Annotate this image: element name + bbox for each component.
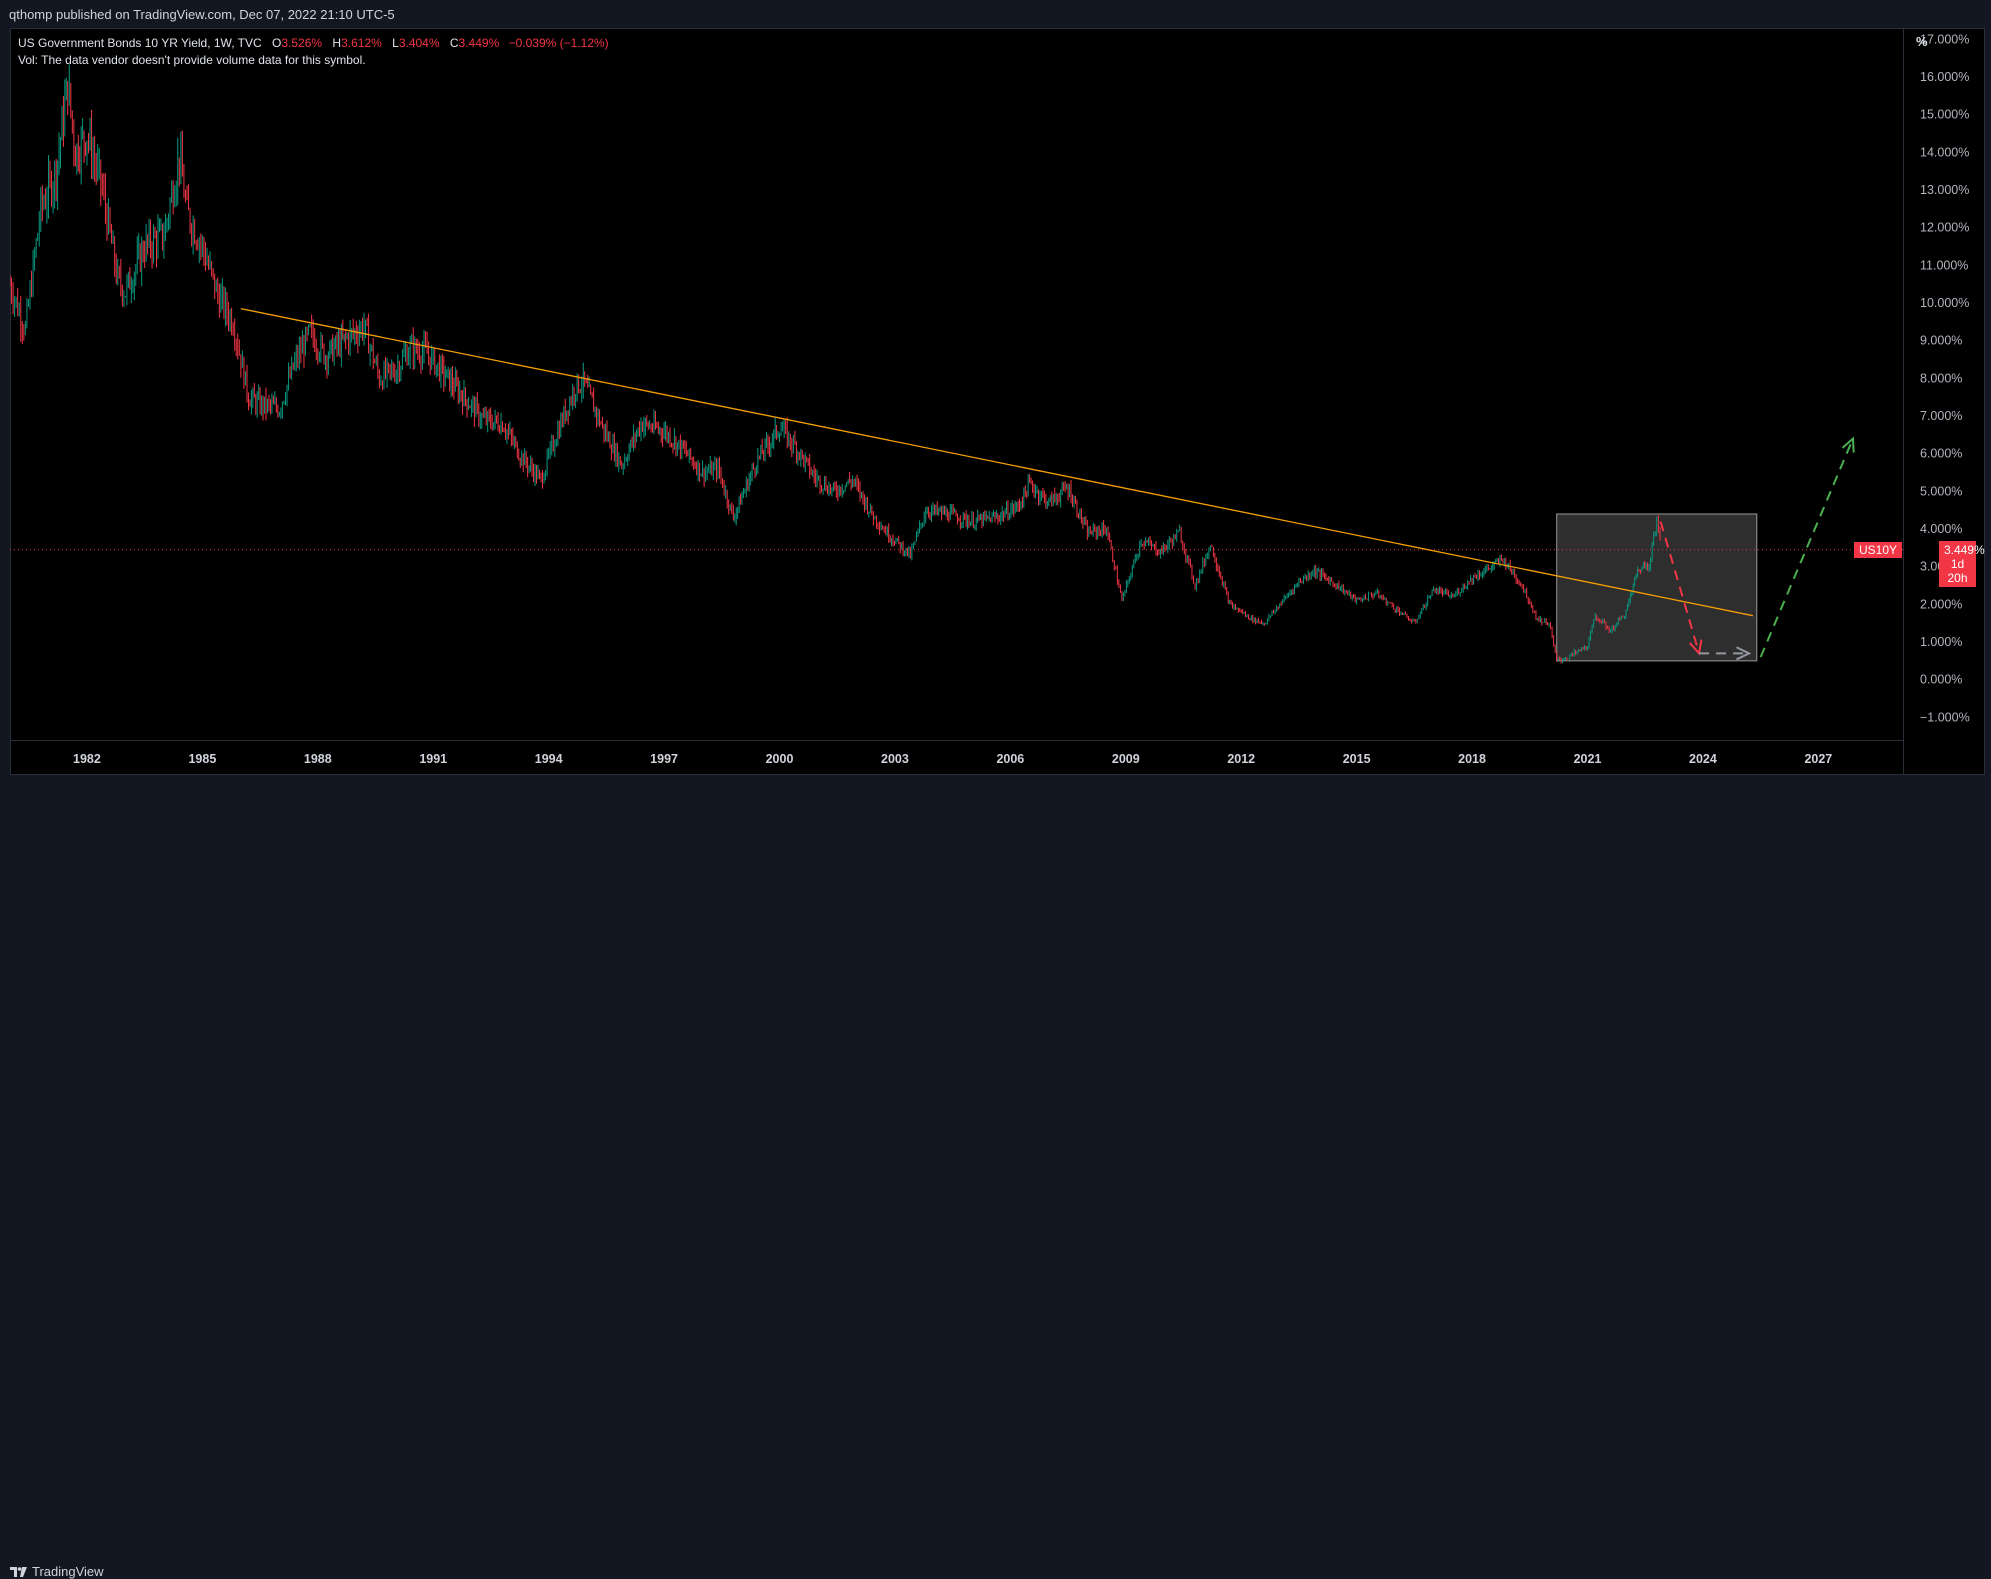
tradingview-logo[interactable]: TradingView <box>10 1564 104 1579</box>
y-tick-label: 7.000% <box>1920 409 1962 423</box>
x-tick-label: 1991 <box>419 752 447 766</box>
x-tick-label: 1985 <box>188 752 216 766</box>
publish-info: qthomp published on TradingView.com, Dec… <box>9 7 395 22</box>
legend-close-value: 3.449% <box>458 36 500 50</box>
x-tick-label: 2003 <box>881 752 909 766</box>
legend-low-label: L <box>392 36 399 50</box>
trendline <box>240 308 1754 617</box>
x-tick-label: 1994 <box>535 752 563 766</box>
projection-flat-arrowhead <box>1736 646 1752 661</box>
footer-bar: TradingView <box>0 777 1991 1579</box>
y-tick-label: 8.000% <box>1920 371 1962 385</box>
highlight-rectangle <box>1556 513 1758 662</box>
y-tick-label: 17.000% <box>1920 32 1969 46</box>
y-tick-label: 12.000% <box>1920 221 1969 235</box>
y-tick-label: 10.000% <box>1920 296 1969 310</box>
y-tick-label: 16.000% <box>1920 70 1969 84</box>
x-tick-label: 1982 <box>73 752 101 766</box>
projection-up-line <box>1759 438 1854 658</box>
x-tick-label: 2006 <box>996 752 1024 766</box>
legend-change: −0.039% (−1.12%) <box>508 36 609 50</box>
legend-title: US Government Bonds 10 YR Yield, 1W, TVC <box>18 36 262 50</box>
price-chart[interactable]: −1.000%0.000%1.000%2.000%3.000%4.000%5.0… <box>0 0 1991 811</box>
x-tick-label: 1988 <box>304 752 332 766</box>
candles-group <box>10 64 1661 664</box>
legend-close-label: C <box>449 36 459 50</box>
last-price-value: 3.449% <box>1944 542 1985 557</box>
y-tick-label: 14.000% <box>1920 145 1969 159</box>
tradingview-logo-icon <box>10 1566 27 1577</box>
symbol-tag: US10Y <box>1854 541 1903 558</box>
y-tick-label: 1.000% <box>1920 635 1962 649</box>
y-tick-label: 6.000% <box>1920 447 1962 461</box>
bar-countdown: 1d 20h <box>1947 556 1968 585</box>
symbol-legend: US Government Bonds 10 YR Yield, 1W, TVC… <box>18 36 609 50</box>
x-tick-label: 2018 <box>1458 752 1486 766</box>
legend-low-value: 3.404% <box>398 36 440 50</box>
x-tick-label: 2015 <box>1343 752 1371 766</box>
x-tick-label: 1997 <box>650 752 678 766</box>
volume-note: Vol: The data vendor doesn't provide vol… <box>18 53 366 67</box>
x-tick-label: 2021 <box>1574 752 1602 766</box>
y-tick-label: 11.000% <box>1920 258 1968 272</box>
projection-up-arrowhead <box>1841 436 1855 453</box>
x-tick-label: 2000 <box>766 752 794 766</box>
y-tick-label: 15.000% <box>1920 108 1969 122</box>
legend-open-value: 3.526% <box>281 36 323 50</box>
x-tick-label: 2024 <box>1689 752 1717 766</box>
price-axis-unit: % <box>1916 34 1928 49</box>
y-tick-label: 2.000% <box>1920 597 1962 611</box>
y-tick-label: 9.000% <box>1920 334 1962 348</box>
projection-down-line <box>1659 521 1701 654</box>
last-price-tag: 3.449% 1d 20h <box>1939 540 1985 587</box>
brand-label: TradingView <box>32 1564 104 1579</box>
x-tick-label: 2012 <box>1227 752 1255 766</box>
legend-high-label: H <box>332 36 342 50</box>
legend-high-value: 3.612% <box>341 36 382 50</box>
time-axis-divider <box>10 740 1903 741</box>
y-tick-label: 5.000% <box>1920 484 1962 498</box>
x-tick-label: 2027 <box>1804 752 1832 766</box>
chart-pane[interactable] <box>10 28 1985 775</box>
y-tick-label: 4.000% <box>1920 522 1962 536</box>
price-axis-divider <box>1903 28 1904 775</box>
y-tick-label: −1.000% <box>1920 710 1970 724</box>
y-tick-label: 0.000% <box>1920 673 1962 687</box>
y-tick-label: 13.000% <box>1920 183 1969 197</box>
publish-bar: qthomp published on TradingView.com, Dec… <box>0 0 1991 28</box>
x-tick-label: 2009 <box>1112 752 1140 766</box>
legend-open-label: O <box>272 36 282 50</box>
